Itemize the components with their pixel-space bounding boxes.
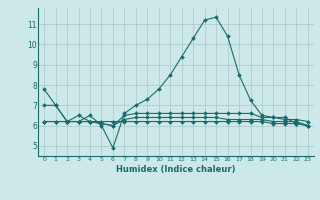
X-axis label: Humidex (Indice chaleur): Humidex (Indice chaleur) bbox=[116, 165, 236, 174]
